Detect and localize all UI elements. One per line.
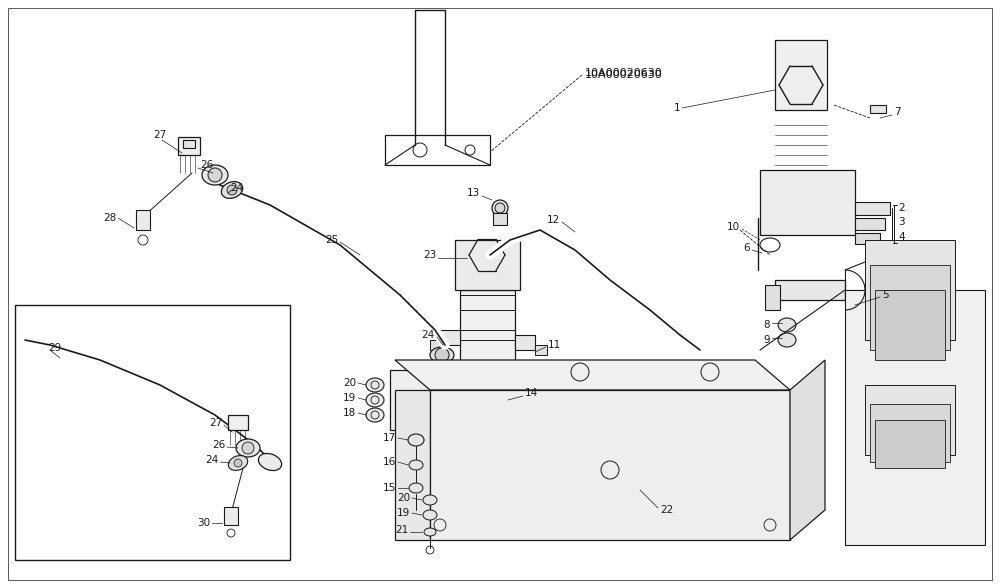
Bar xyxy=(775,40,827,110)
Bar xyxy=(493,213,507,225)
Bar xyxy=(855,218,885,230)
Ellipse shape xyxy=(430,347,454,363)
Text: 26: 26 xyxy=(212,440,225,450)
Ellipse shape xyxy=(258,453,282,470)
Circle shape xyxy=(208,168,222,182)
Text: 19: 19 xyxy=(397,508,410,518)
Circle shape xyxy=(234,459,242,467)
Bar xyxy=(465,365,510,390)
Bar xyxy=(136,210,150,230)
Bar xyxy=(875,420,945,468)
Polygon shape xyxy=(395,360,790,390)
Text: 27: 27 xyxy=(153,130,167,140)
Text: 12: 12 xyxy=(547,215,560,225)
Text: 11: 11 xyxy=(548,340,561,350)
Text: 14: 14 xyxy=(525,388,538,398)
Polygon shape xyxy=(395,390,430,540)
Ellipse shape xyxy=(409,460,423,470)
Circle shape xyxy=(435,348,449,362)
Text: 20: 20 xyxy=(397,493,410,503)
Ellipse shape xyxy=(423,510,437,520)
Bar xyxy=(15,305,290,560)
Bar xyxy=(440,330,460,345)
Text: 17: 17 xyxy=(383,433,396,443)
Ellipse shape xyxy=(778,318,796,332)
Ellipse shape xyxy=(424,528,436,536)
Bar xyxy=(865,240,955,340)
Polygon shape xyxy=(390,370,510,430)
Text: 15: 15 xyxy=(383,483,396,493)
Circle shape xyxy=(227,185,237,195)
Text: 7: 7 xyxy=(894,107,901,117)
Bar xyxy=(455,240,520,290)
Text: 10A00020630: 10A00020630 xyxy=(585,70,663,80)
Ellipse shape xyxy=(366,408,384,422)
Text: 24: 24 xyxy=(230,183,243,193)
Ellipse shape xyxy=(236,439,260,457)
Ellipse shape xyxy=(366,393,384,407)
Circle shape xyxy=(495,203,505,213)
Text: 20: 20 xyxy=(343,378,356,388)
Text: 29: 29 xyxy=(48,343,61,353)
Text: 3: 3 xyxy=(898,217,905,227)
Ellipse shape xyxy=(408,434,424,446)
Bar xyxy=(515,335,535,350)
Bar xyxy=(775,280,845,300)
Text: 27: 27 xyxy=(209,418,222,428)
Text: 9: 9 xyxy=(763,335,770,345)
Bar xyxy=(765,285,780,310)
Bar xyxy=(760,170,855,235)
Bar xyxy=(870,105,886,113)
Ellipse shape xyxy=(778,333,796,347)
Text: 10: 10 xyxy=(727,222,740,232)
Text: 18: 18 xyxy=(343,408,356,418)
Polygon shape xyxy=(430,390,790,540)
Text: 19: 19 xyxy=(343,393,356,403)
Bar xyxy=(178,137,200,155)
Bar xyxy=(224,507,238,525)
Bar xyxy=(870,404,950,462)
Text: 1: 1 xyxy=(673,103,680,113)
Text: 16: 16 xyxy=(383,457,396,467)
Text: 26: 26 xyxy=(200,160,213,170)
Ellipse shape xyxy=(202,165,228,185)
Bar xyxy=(430,340,442,350)
Bar xyxy=(535,345,547,355)
Text: 5: 5 xyxy=(882,290,889,300)
Bar xyxy=(845,290,870,305)
Text: 30: 30 xyxy=(197,518,210,528)
Bar xyxy=(865,385,955,455)
Ellipse shape xyxy=(366,378,384,392)
Ellipse shape xyxy=(409,483,423,493)
Text: 24: 24 xyxy=(422,330,435,340)
Bar xyxy=(870,265,950,350)
Bar xyxy=(855,202,890,215)
Polygon shape xyxy=(790,360,825,540)
Text: 25: 25 xyxy=(325,235,338,245)
Text: 28: 28 xyxy=(103,213,116,223)
Polygon shape xyxy=(845,290,985,545)
Bar xyxy=(855,233,880,244)
Bar xyxy=(228,415,248,430)
Text: 24: 24 xyxy=(205,455,218,465)
Text: 21: 21 xyxy=(395,525,408,535)
Text: 6: 6 xyxy=(743,243,750,253)
Text: 4: 4 xyxy=(898,232,905,242)
Text: 2: 2 xyxy=(898,203,905,213)
Circle shape xyxy=(492,200,508,216)
Text: 10A00020630: 10A00020630 xyxy=(585,68,663,78)
Text: 23: 23 xyxy=(423,250,436,260)
Bar xyxy=(460,290,515,370)
Bar xyxy=(183,140,195,148)
Text: 13: 13 xyxy=(467,188,480,198)
Ellipse shape xyxy=(221,182,243,198)
Text: 8: 8 xyxy=(763,320,770,330)
Ellipse shape xyxy=(423,495,437,505)
Bar xyxy=(875,290,945,360)
Text: 22: 22 xyxy=(660,505,673,515)
Ellipse shape xyxy=(228,456,248,470)
Circle shape xyxy=(242,442,254,454)
